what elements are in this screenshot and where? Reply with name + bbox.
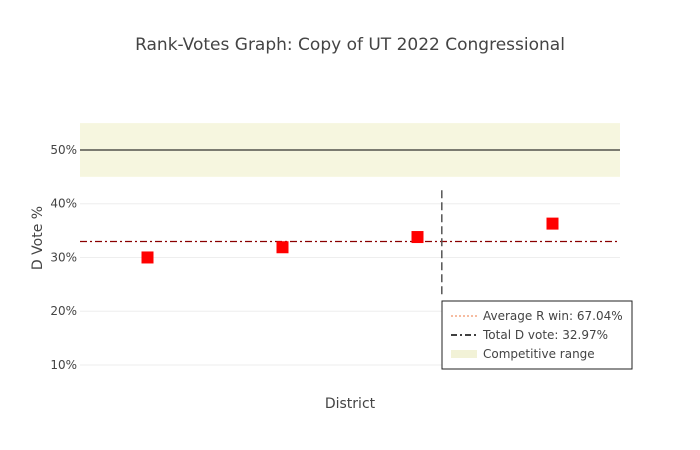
y-tick-label: 10%	[50, 358, 77, 372]
district-marker	[142, 251, 154, 263]
legend-average-r-win-label: Average R win: 67.04%	[483, 309, 623, 323]
chart-title: Rank-Votes Graph: Copy of UT 2022 Congre…	[135, 35, 565, 55]
district-marker	[547, 218, 559, 230]
legend-total-d-vote-label: Total D vote: 32.97%	[482, 328, 608, 342]
y-tick-label: 20%	[50, 304, 77, 318]
legend: Average R win: 67.04% Total D vote: 32.9…	[442, 301, 632, 369]
y-tick-label: 40%	[50, 197, 77, 211]
legend-competitive-range-label: Competitive range	[483, 347, 595, 361]
district-marker	[277, 241, 289, 253]
x-axis-title: District	[325, 396, 376, 412]
y-axis-title: D Vote %	[30, 206, 46, 270]
district-marker	[412, 231, 424, 243]
y-tick-label: 50%	[50, 143, 77, 157]
y-tick-label: 30%	[50, 250, 77, 264]
